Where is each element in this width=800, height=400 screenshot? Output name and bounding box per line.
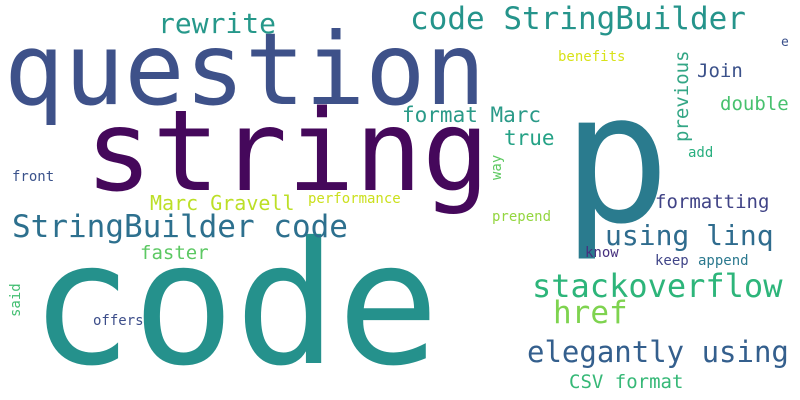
word-prepend: prepend (492, 209, 552, 225)
word-double: double (720, 93, 789, 115)
word-formatting: formatting (655, 191, 770, 213)
word-offers: offers (93, 313, 144, 329)
word-benefits: benefits (558, 49, 626, 65)
word-true: true (504, 126, 555, 150)
word-keep: keep (655, 253, 689, 269)
word-question: question (4, 11, 486, 128)
word-join: Join (697, 60, 743, 82)
word-csv-format: CSV format (569, 371, 684, 393)
word-stackoverflow: stackoverflow (532, 267, 783, 305)
word-append: append (698, 253, 749, 269)
word-add: add (688, 145, 714, 161)
word-front: front (12, 169, 55, 185)
word-elegantly-using: elegantly using (527, 335, 789, 369)
word-previous: previous (671, 50, 693, 142)
word-faster: faster (140, 242, 209, 264)
word-p: p (562, 55, 671, 264)
word-e: e (781, 35, 789, 50)
word-code-stringbuilder: code StringBuilder (410, 1, 746, 37)
word-know: know (585, 245, 619, 261)
word-href: href (553, 295, 628, 331)
word-rewrite: rewrite (158, 7, 277, 40)
word-format-marc: format Marc (402, 103, 542, 127)
word-using-linq: using linq (605, 219, 774, 252)
word-way: way (489, 154, 505, 180)
word-code: code (30, 206, 440, 400)
word-performance: performance (308, 191, 401, 207)
word-said: said (8, 283, 24, 317)
word-string: string (85, 87, 490, 217)
word-stringbuilder-code: StringBuilder code (12, 209, 348, 245)
word-marc-gravell: Marc Gravell (150, 191, 295, 215)
